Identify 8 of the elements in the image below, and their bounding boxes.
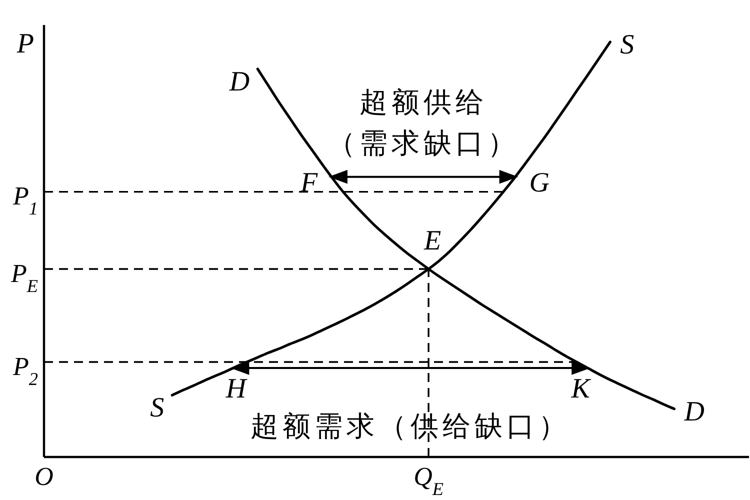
ylabel: P	[16, 28, 34, 60]
annotation: H	[226, 373, 246, 404]
annotation: F	[300, 167, 318, 198]
annotation: E	[424, 226, 442, 257]
annotation: 超额供给（需求缺口）	[327, 88, 520, 160]
annotation: 超额需求（供给缺口）	[250, 411, 570, 442]
annotation: K	[571, 373, 590, 404]
annotation: G	[529, 167, 550, 198]
